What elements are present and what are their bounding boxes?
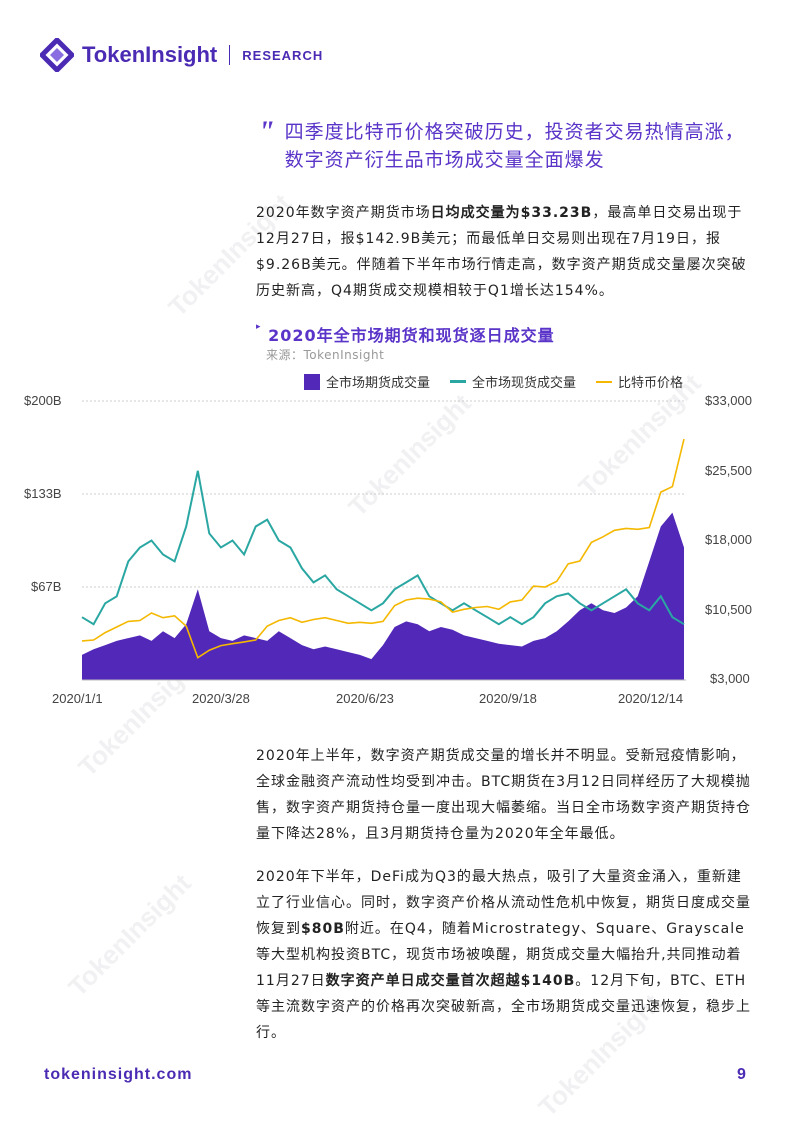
section-label: RESEARCH <box>242 47 324 63</box>
chart-plot <box>81 400 686 681</box>
watermark: TokenInsight <box>62 868 197 1003</box>
paragraph-h2: 2020年下半年，DeFi成为Q3的最大热点，吸引了大量资金涌入，重新建立了行业… <box>256 869 751 1041</box>
pull-quote: " 四季度比特币价格突破历史，投资者交易热情高涨， 数字资产衍生品市场成交量全面爆… <box>258 115 745 174</box>
chart-title: ▸ 2020年全市场期货和现货逐日成交量 <box>256 322 555 345</box>
quote-icon: " <box>258 115 275 148</box>
legend-futures: 全市场期货成交量 <box>304 372 430 391</box>
paragraph-h1: 2020年上半年，数字资产期货成交量的增长并不明显。受新冠疫情影响，全球金融资产… <box>256 748 751 842</box>
y-right-tick: $10,500 <box>705 602 752 617</box>
futures-volume-area <box>82 512 684 680</box>
brand-name: TokenInsight <box>82 42 218 67</box>
x-tick: 2020/12/14 <box>618 691 684 706</box>
y-left-tick: $133B <box>24 486 62 501</box>
y-right-tick: $3,000 <box>710 671 750 686</box>
y-left-tick: $200B <box>24 393 62 408</box>
x-tick: 2020/9/18 <box>479 691 537 706</box>
chart-source: 来源：TokenInsight <box>266 348 385 362</box>
spot-volume-line <box>81 470 685 626</box>
btc-price-line <box>81 438 685 659</box>
divider <box>229 45 231 65</box>
paragraph-summary: 2020年数字资产期货市场日均成交量为$33.23B，最高单日交易出现于12月2… <box>256 205 747 299</box>
y-right-tick: $33,000 <box>705 393 752 408</box>
legend-spot: 全市场现货成交量 <box>450 372 576 391</box>
legend-btc: 比特币价格 <box>596 372 683 391</box>
tokeninsight-logo-icon <box>38 36 76 74</box>
x-tick: 2020/1/1 <box>52 691 103 706</box>
x-tick: 2020/6/23 <box>336 691 394 706</box>
footer-url[interactable]: tokeninsight.com <box>44 1066 193 1083</box>
quote-line: 数字资产衍生品市场成交量全面爆发 <box>284 149 605 171</box>
chart-legend: 全市场期货成交量 全市场现货成交量 比特币价格 <box>304 372 703 391</box>
y-right-tick: $18,000 <box>705 532 752 547</box>
header-logo: TokenInsight RESEARCH <box>38 36 324 74</box>
page-number: 9 <box>737 1066 746 1083</box>
y-right-tick: $25,500 <box>705 463 752 478</box>
x-tick: 2020/3/28 <box>192 691 250 706</box>
y-left-tick: $67B <box>31 579 62 594</box>
quote-line: 四季度比特币价格突破历史，投资者交易热情高涨， <box>284 121 745 143</box>
